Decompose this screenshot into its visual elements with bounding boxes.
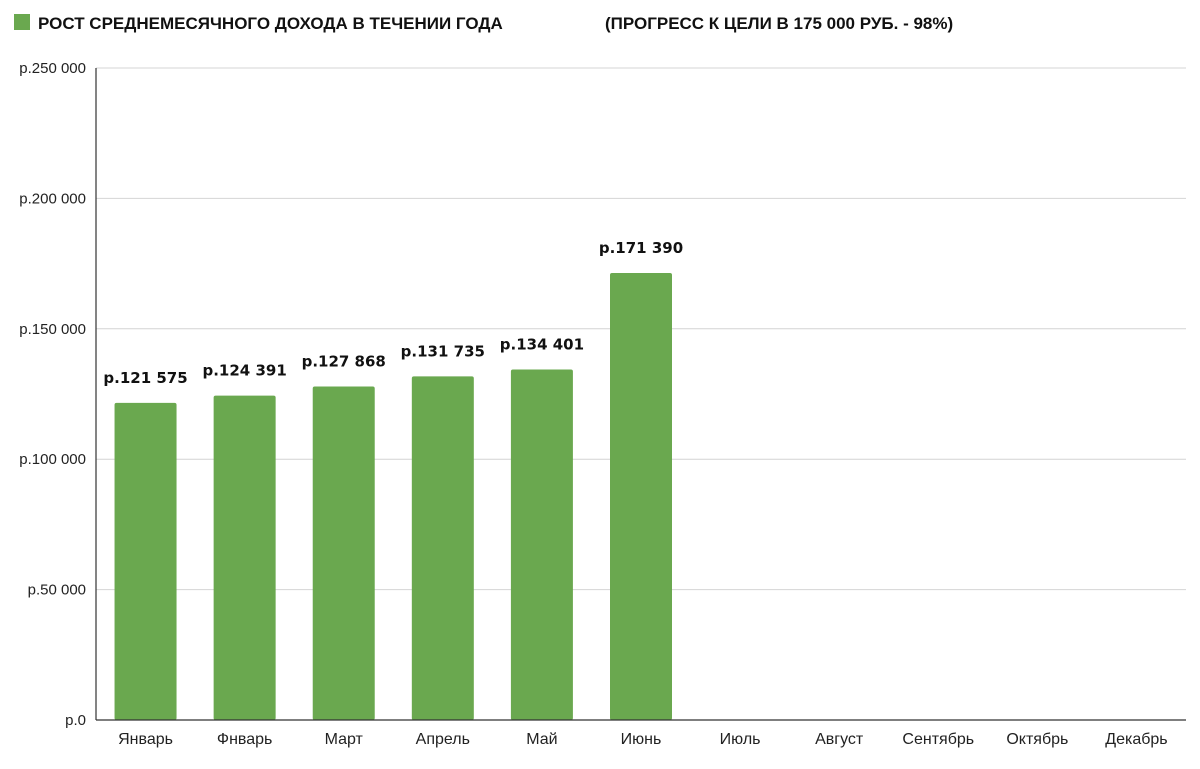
data-label: р.124 391 bbox=[202, 362, 286, 380]
bar bbox=[610, 273, 672, 720]
y-tick-label: р.100 000 bbox=[19, 451, 86, 468]
x-tick-label: Январь bbox=[118, 731, 173, 748]
x-tick-label: Декабрь bbox=[1105, 731, 1167, 748]
x-tick-label: Март bbox=[325, 731, 364, 748]
data-label: р.131 735 bbox=[401, 342, 485, 360]
data-label: р.134 401 bbox=[500, 335, 584, 353]
x-tick-label: Август bbox=[815, 731, 864, 748]
data-label: р.121 575 bbox=[103, 369, 187, 387]
bar bbox=[213, 395, 276, 720]
y-tick-label: р.250 000 bbox=[19, 60, 86, 77]
x-tick-label: Апрель bbox=[416, 731, 470, 748]
x-tick-label: Июнь bbox=[621, 731, 662, 748]
y-tick-label: р.200 000 bbox=[19, 190, 86, 207]
x-tick-label: Май bbox=[526, 731, 557, 748]
x-axis-ticks: Январь Фнварь Март Апрель Май Июнь Июль Август С… bbox=[118, 731, 1168, 748]
y-tick-label: р.0 bbox=[65, 712, 86, 729]
x-tick-label: Сентябрь bbox=[902, 731, 974, 748]
bar bbox=[312, 386, 375, 720]
x-tick-label: Фнварь bbox=[217, 731, 272, 748]
y-tick-label: р.150 000 bbox=[19, 321, 86, 338]
legend-series-name: РОСТ СРЕДНЕМЕСЯЧНОГО ДОХОДА В ТЕЧЕНИИ ГО… bbox=[38, 14, 503, 33]
x-tick-label: Июль bbox=[720, 731, 761, 748]
bar bbox=[411, 376, 474, 720]
legend: РОСТ СРЕДНЕМЕСЯЧНОГО ДОХОДА В ТЕЧЕНИИ ГО… bbox=[14, 14, 953, 33]
legend-note: (ПРОГРЕСС К ЦЕЛИ В 175 000 РУБ. - 98%) bbox=[605, 14, 953, 33]
data-label: р.127 868 bbox=[302, 353, 386, 371]
data-label: р.171 390 bbox=[599, 239, 683, 257]
y-axis-ticks: р.0 р.50 000 р.100 000 р.150 000 р.200 000 р.… bbox=[19, 60, 86, 729]
data-labels: р.121 575 р.124 391 р.127 868 р.131 735 р.13… bbox=[103, 239, 683, 387]
bars bbox=[114, 273, 672, 720]
bar bbox=[114, 402, 177, 720]
bar bbox=[510, 369, 573, 720]
legend-swatch bbox=[14, 14, 30, 30]
y-tick-label: р.50 000 bbox=[28, 582, 86, 599]
x-tick-label: Октябрь bbox=[1006, 731, 1068, 748]
